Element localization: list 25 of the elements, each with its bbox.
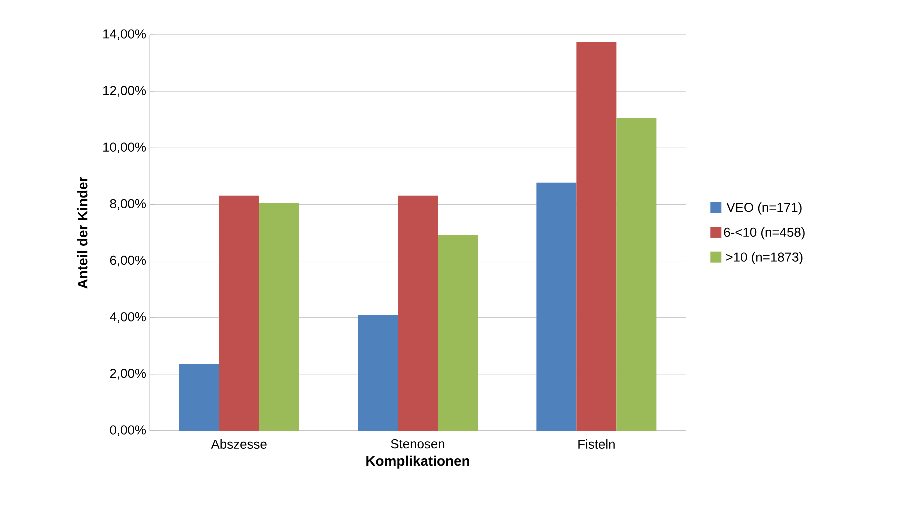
- bar: [398, 196, 438, 431]
- y-tick-label: 12,00%: [104, 86, 146, 97]
- bar: [259, 203, 300, 431]
- y-tick-label: 8,00%: [110, 199, 146, 210]
- bar: [536, 182, 577, 431]
- y-tick-label: 0,00%: [110, 426, 146, 436]
- y-tick-label: 14,00%: [104, 30, 146, 40]
- legend-label: VEO (n=171): [726, 202, 802, 215]
- y-tick-label: 6,00%: [110, 256, 146, 267]
- x-tick-label: Stenosen: [391, 440, 445, 449]
- y-tick-label: 4,00%: [110, 312, 146, 324]
- bar: [576, 42, 617, 431]
- legend-label: >10 (n=1873): [726, 252, 803, 264]
- y-tick-label: 10,00%: [104, 142, 146, 154]
- legend-label: 6-<10 (n=458): [724, 228, 805, 240]
- bar: [358, 315, 398, 431]
- bar: [616, 118, 657, 431]
- y-axis-title: Anteil der Kinder: [77, 177, 88, 289]
- x-axis-title: Komplikationen: [366, 456, 470, 469]
- bar: [219, 196, 260, 431]
- bar: [179, 364, 220, 431]
- x-tick-label: Fisteln: [578, 440, 615, 450]
- y-tick-label: 2,00%: [110, 369, 146, 380]
- x-tick-label: Abszesse: [211, 440, 267, 450]
- bar: [438, 234, 478, 431]
